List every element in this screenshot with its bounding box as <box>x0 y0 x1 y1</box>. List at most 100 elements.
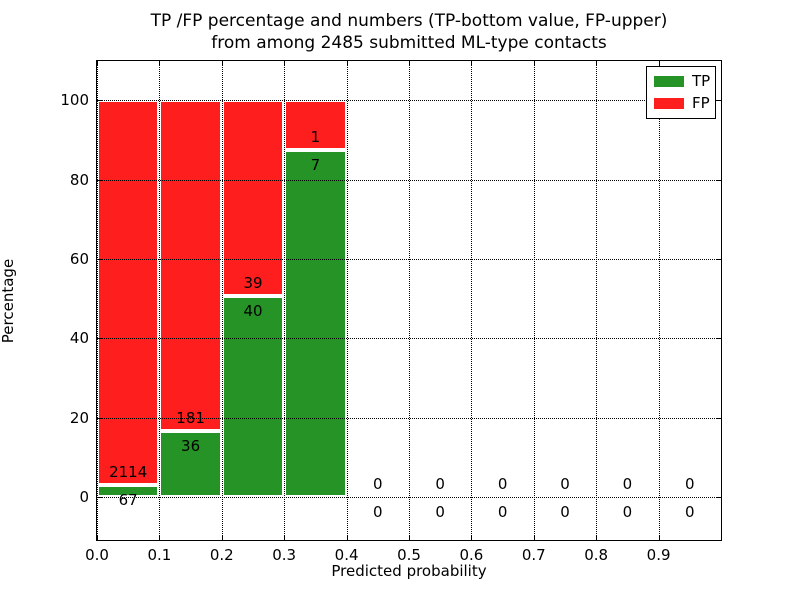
fp-count-label: 0 <box>497 475 508 494</box>
x-tick-mark-top <box>221 61 223 66</box>
tp-count-label: 0 <box>685 503 695 522</box>
gridline-horizontal <box>97 100 721 102</box>
gridline-vertical <box>409 61 410 540</box>
gridline-vertical <box>284 61 286 540</box>
fp-count-label: 0 <box>373 475 383 494</box>
y-tick-mark-right <box>716 179 721 181</box>
x-tick-label: 0.1 <box>147 546 172 564</box>
y-tick-label: 80 <box>69 170 89 189</box>
y-tick-mark-right <box>716 417 721 419</box>
gridline-horizontal <box>97 258 721 260</box>
chart-title-line-1: TP /FP percentage and numbers (TP-bottom… <box>150 11 668 31</box>
gridline-vertical <box>346 61 348 540</box>
y-tick-mark-right <box>716 496 721 498</box>
y-tick-mark-right <box>716 258 721 260</box>
fp-count-label: 0 <box>685 475 695 494</box>
tp-count-label: 36 <box>181 437 201 456</box>
x-tick-mark <box>409 535 410 540</box>
y-axis-label: Percentage <box>0 258 17 344</box>
fp-count-label: 181 <box>176 409 205 428</box>
fp-count-label: 0 <box>622 475 633 494</box>
y-tick-label: 100 <box>60 91 89 110</box>
bar-segment-fp <box>159 100 222 432</box>
legend-label: TP <box>692 72 711 90</box>
bar-segment-fp <box>284 100 347 150</box>
y-tick-mark-right <box>716 338 721 340</box>
bar-segment-fp <box>221 100 285 297</box>
tp-count-label: 0 <box>373 503 383 522</box>
y-tick-label: 20 <box>69 408 89 427</box>
legend: TP FP <box>646 66 716 119</box>
y-tick-mark <box>97 496 102 498</box>
y-tick-mark <box>97 258 102 260</box>
x-tick-label: 0.9 <box>646 546 671 564</box>
y-tick-mark <box>97 417 102 419</box>
tp-count-label: 0 <box>560 503 570 522</box>
legend-swatch-tp <box>654 75 684 87</box>
legend-swatch-fp <box>654 97 684 109</box>
tp-count-label: 0 <box>622 503 633 522</box>
x-tick-mark-top <box>97 61 98 66</box>
gridline-horizontal <box>97 496 721 498</box>
legend-item-tp: TP <box>654 72 711 90</box>
x-tick-mark-top <box>596 61 598 66</box>
x-tick-label: 0.0 <box>85 546 109 564</box>
fp-count-label: 39 <box>243 274 263 293</box>
legend-label: FP <box>692 94 710 112</box>
tp-count-label: 7 <box>310 155 321 174</box>
gridline-vertical <box>533 61 535 540</box>
fp-count-label: 1 <box>310 128 321 147</box>
bar-segment-tp <box>97 484 160 497</box>
y-tick-mark <box>97 100 102 102</box>
x-tick-mark <box>159 535 161 540</box>
x-tick-mark-top <box>533 61 535 66</box>
x-tick-mark <box>284 535 286 540</box>
x-tick-mark <box>533 535 535 540</box>
gridline-vertical <box>471 61 473 540</box>
bar-segment-tp <box>221 296 285 497</box>
gridline-vertical <box>596 61 598 540</box>
x-tick-mark <box>97 535 98 540</box>
tp-count-label: 0 <box>497 503 508 522</box>
legend-item-fp: FP <box>654 94 710 112</box>
fp-count-label: 2114 <box>109 463 148 482</box>
x-tick-mark <box>221 535 223 540</box>
y-tick-mark-right <box>716 100 721 102</box>
bar-segment-fp <box>97 100 160 485</box>
gridline-horizontal <box>97 179 721 181</box>
gridline-vertical <box>221 61 223 540</box>
x-tick-mark-top <box>346 61 348 66</box>
x-axis-label: Predicted probability <box>331 562 487 580</box>
chart-title-line-2: from among 2485 submitted ML-type contac… <box>211 33 607 53</box>
y-tick-mark <box>97 179 102 181</box>
x-tick-mark <box>658 535 660 540</box>
gridline-vertical <box>658 61 660 540</box>
x-tick-label: 0.6 <box>459 546 484 564</box>
x-tick-mark-top <box>159 61 161 66</box>
x-tick-mark-top <box>409 61 410 66</box>
bar-segment-tp <box>284 149 347 497</box>
x-tick-mark <box>596 535 598 540</box>
x-tick-label: 0.5 <box>397 546 421 564</box>
x-tick-label: 0.4 <box>334 546 359 564</box>
bar-segment-tp <box>159 431 222 497</box>
y-tick-label: 60 <box>69 249 89 268</box>
tp-count-label: 40 <box>243 302 263 321</box>
x-tick-label: 0.3 <box>272 546 297 564</box>
x-tick-mark <box>346 535 348 540</box>
x-tick-mark-top <box>658 61 660 66</box>
y-tick-label: 0 <box>79 487 89 506</box>
x-tick-label: 0.7 <box>521 546 546 564</box>
fp-count-label: 0 <box>435 475 445 494</box>
x-tick-mark-top <box>471 61 473 66</box>
x-tick-label: 0.2 <box>209 546 234 564</box>
fp-count-label: 0 <box>560 475 570 494</box>
x-tick-mark <box>471 535 473 540</box>
tp-count-label: 0 <box>435 503 445 522</box>
y-tick-mark <box>97 338 102 340</box>
tp-count-label: 67 <box>118 490 138 509</box>
x-tick-label: 0.8 <box>584 546 609 564</box>
y-tick-label: 40 <box>69 329 89 348</box>
gridline-horizontal <box>97 338 721 340</box>
